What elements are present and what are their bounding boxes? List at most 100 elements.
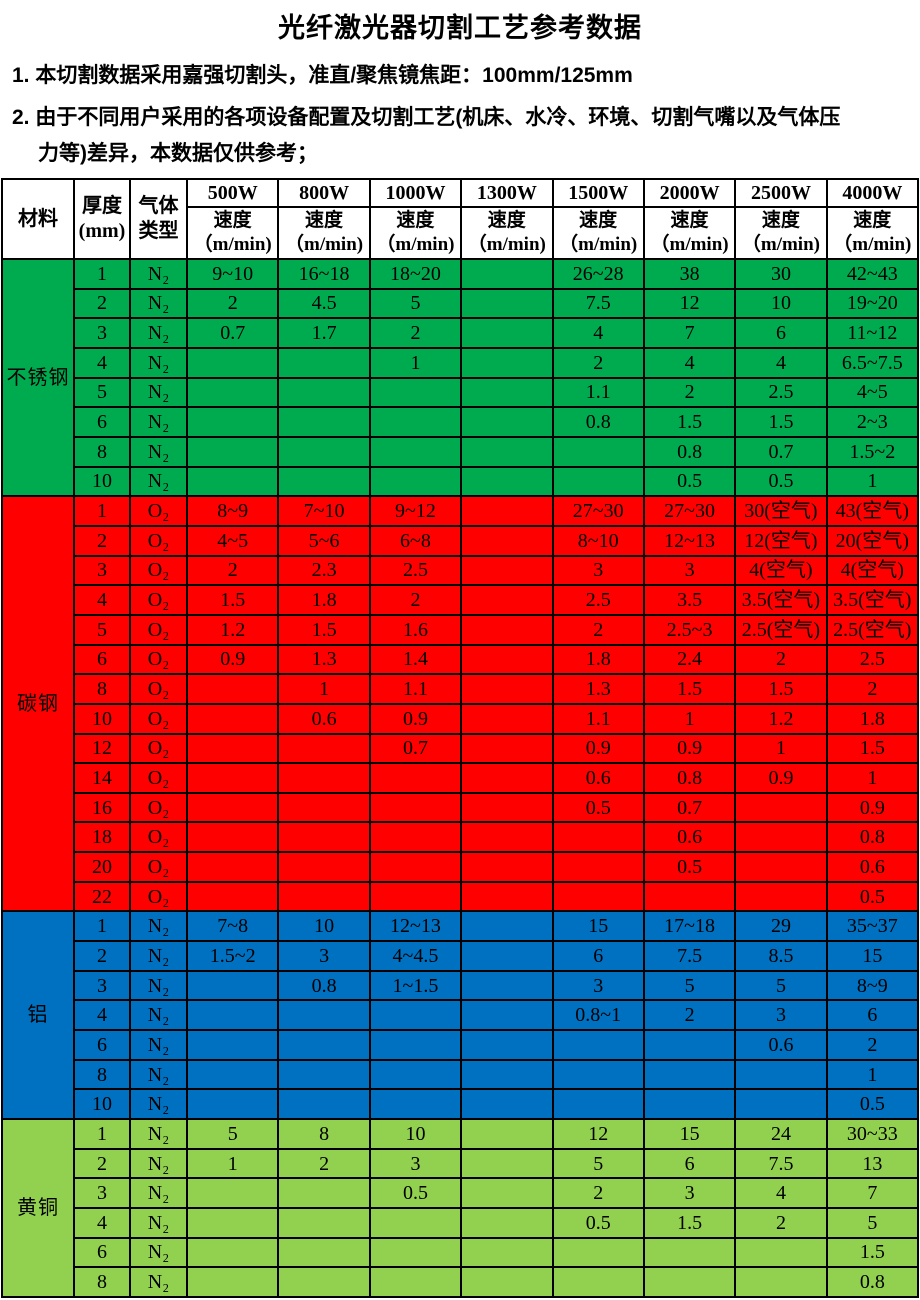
speed-cell <box>460 969 554 1002</box>
thickness-cell: 20 <box>73 851 131 883</box>
speed-cell <box>734 1058 828 1091</box>
speed-cell <box>460 613 554 646</box>
speed-cell <box>642 1058 737 1091</box>
speed-cell: 2 <box>551 613 645 646</box>
speed-cell <box>460 1058 554 1091</box>
speed-cell: 27~30 <box>642 495 737 527</box>
header-speed-label: 速度 （m/min) <box>368 206 463 260</box>
speed-cell: 4~5 <box>825 376 920 409</box>
speed-cell: 4 <box>642 346 737 379</box>
speed-cell: 1.3 <box>277 643 371 676</box>
speed-cell: 2.3 <box>277 554 371 587</box>
speed-cell: 10 <box>734 287 828 320</box>
gas-cell: N₂ <box>129 346 188 379</box>
material-label: 铝 <box>1 910 75 1121</box>
material-label: 碳钢 <box>1 495 75 913</box>
speed-cell: 1.6 <box>368 613 463 646</box>
speed-cell <box>185 435 280 468</box>
table-row: 2 O₂ 4~5 5~6 6~8 8~10 12~13 12(空气) 20(空气) <box>2 524 920 557</box>
speed-cell <box>185 1088 280 1121</box>
speed-cell: 0.7 <box>185 317 280 349</box>
speed-cell <box>460 643 554 676</box>
speed-cell: 1.1 <box>551 702 645 735</box>
speed-cell <box>460 732 554 765</box>
gas-cell: O₂ <box>129 732 188 765</box>
speed-cell: 4 <box>734 1177 828 1209</box>
speed-cell <box>460 435 554 468</box>
speed-cell: 1.5 <box>277 613 371 646</box>
speed-cell: 0.8~1 <box>551 999 645 1032</box>
speed-cell <box>277 1236 371 1269</box>
speed-cell: 0.8 <box>551 406 645 438</box>
speed-cell: 15 <box>642 1118 737 1150</box>
speed-cell <box>277 1177 371 1209</box>
gas-cell: N₂ <box>129 465 188 498</box>
thickness-cell: 8 <box>73 1058 131 1091</box>
thickness-cell: 4 <box>73 346 131 379</box>
speed-cell: 4 <box>551 317 645 349</box>
speed-cell <box>185 346 280 379</box>
thickness-cell: 3 <box>73 969 131 1002</box>
speed-cell: 9~12 <box>368 495 463 527</box>
speed-cell: 2 <box>551 346 645 379</box>
table-row: 2 N₂ 2 4.5 5 7.5 12 10 19~20 <box>2 287 920 320</box>
table-row: 5 O₂ 1.2 1.5 1.6 2 2.5~3 2.5(空气) 2.5(空气) <box>2 613 920 646</box>
speed-cell <box>185 1058 280 1091</box>
speed-cell <box>368 1207 463 1239</box>
speed-cell: 7 <box>825 1177 920 1209</box>
speed-cell <box>460 1088 554 1121</box>
speed-cell <box>368 762 463 794</box>
speed-cell <box>460 1147 554 1180</box>
speed-cell: 10 <box>368 1118 463 1150</box>
speed-cell: 1~1.5 <box>368 969 463 1002</box>
table-row: 6 N₂ 0.8 1.5 1.5 2~3 <box>2 406 920 438</box>
speed-cell <box>185 732 280 765</box>
speed-cell: 13 <box>825 1147 920 1180</box>
speed-cell: 1 <box>734 732 828 765</box>
speed-cell: 1.5 <box>734 406 828 438</box>
speed-cell <box>277 465 371 498</box>
speed-cell <box>460 584 554 616</box>
note-2: 2. 由于不同用户采用的各项设备配置及切割工艺(机床、水冷、环境、切割气嘴以及气… <box>12 106 841 165</box>
speed-cell: 17~18 <box>642 910 737 943</box>
header-power-2000w: 2000W <box>642 178 737 208</box>
speed-cell: 10 <box>277 910 371 943</box>
speed-cell: 2 <box>642 376 737 409</box>
header-speed-label: 速度 （m/min) <box>460 206 554 260</box>
speed-cell: 3.5(空气) <box>734 584 828 616</box>
speed-cell <box>185 673 280 705</box>
gas-cell: N₂ <box>129 317 188 349</box>
speed-cell <box>185 1207 280 1239</box>
speed-cell: 2 <box>368 317 463 349</box>
speed-cell: 6.5~7.5 <box>825 346 920 379</box>
speed-cell: 2 <box>277 1147 371 1180</box>
gas-cell: O₂ <box>129 880 188 913</box>
speed-cell <box>277 1207 371 1239</box>
speed-cell <box>460 821 554 854</box>
speed-cell: 2.4 <box>642 643 737 676</box>
gas-cell: O₂ <box>129 673 188 705</box>
speed-cell: 1 <box>277 673 371 705</box>
speed-cell: 2.5(空气) <box>734 613 828 646</box>
gas-cell: N₂ <box>129 406 188 438</box>
speed-cell: 8~10 <box>551 524 645 557</box>
speed-cell <box>551 1029 645 1061</box>
speed-cell: 2 <box>734 643 828 676</box>
speed-cell: 0.7 <box>368 732 463 765</box>
speed-cell: 26~28 <box>551 258 645 290</box>
gas-cell: N₂ <box>129 1118 188 1150</box>
speed-cell <box>551 465 645 498</box>
speed-cell: 4~5 <box>185 524 280 557</box>
speed-cell: 1 <box>825 465 920 498</box>
gas-cell: N₂ <box>129 435 188 468</box>
speed-cell: 1.5~2 <box>825 435 920 468</box>
table-row: 2 N₂ 1.5~2 3 4~4.5 6 7.5 8.5 15 <box>2 940 920 972</box>
speed-cell: 3 <box>734 999 828 1032</box>
speed-cell: 11~12 <box>825 317 920 349</box>
speed-cell <box>368 376 463 409</box>
thickness-cell: 8 <box>73 1266 131 1298</box>
table-row: 4 N₂ 1 2 4 4 6.5~7.5 <box>2 346 920 379</box>
speed-cell <box>277 346 371 379</box>
speed-cell: 5 <box>185 1118 280 1150</box>
